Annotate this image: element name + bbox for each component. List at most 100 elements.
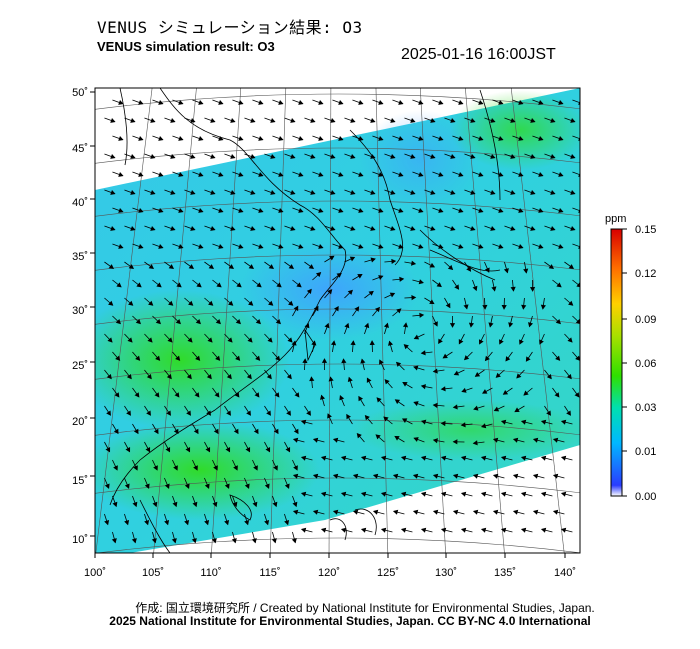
wind-vector-head	[300, 455, 307, 461]
wind-vector-head	[138, 207, 144, 213]
graticule-latitude	[95, 254, 580, 271]
wind-vector-head	[226, 373, 232, 380]
plot-frame	[94, 87, 581, 554]
wind-vector-head	[474, 371, 481, 377]
wind-vector-head	[250, 225, 256, 231]
wind-vector-head	[167, 337, 173, 343]
wind-vector-head	[296, 282, 302, 288]
wind-vector-head	[412, 473, 419, 479]
wind-vector-head	[532, 509, 539, 515]
wind-vector-head	[213, 465, 218, 471]
wind-vector-head	[452, 473, 459, 479]
wind-vector-head	[258, 171, 264, 177]
wind-vector-head	[330, 117, 336, 123]
wind-vector-head	[384, 379, 390, 385]
lat-label: 20˚	[72, 416, 88, 428]
wind-vector-head	[153, 428, 159, 435]
lon-label: 110˚	[200, 567, 221, 579]
wind-vector-head	[266, 373, 272, 380]
wind-vector-head	[318, 243, 324, 249]
colorbar-tick-label: 0.03	[635, 402, 656, 414]
wind-vector-head	[521, 304, 527, 310]
wind-vector-head	[498, 135, 504, 141]
wind-vector-head	[378, 243, 384, 249]
wind-vector-head	[510, 153, 516, 159]
wind-vector-head	[378, 207, 384, 213]
wind-vector-head	[433, 321, 438, 327]
wind-vector-head	[112, 501, 118, 508]
wind-vector-head	[210, 153, 216, 159]
wind-vector-head	[352, 509, 359, 515]
wind-vector-head	[206, 410, 211, 416]
credit-line-1: 作成: 国立環境研究所 / Created by National Instit…	[135, 601, 595, 615]
wind-vector-head	[144, 483, 150, 489]
wind-vector-head	[125, 447, 131, 453]
wind-vector-head	[105, 447, 111, 453]
wind-vector-head	[244, 483, 250, 489]
wind-vector-head	[153, 465, 158, 471]
wind-vector-head	[196, 282, 202, 288]
wind-vector-head	[178, 207, 184, 213]
wind-vector-head	[193, 428, 199, 435]
wind-vector-head	[127, 337, 133, 343]
wind-vector-head	[540, 304, 546, 310]
wind-vector-head	[410, 117, 416, 123]
wind-vector	[572, 135, 580, 140]
wind-vector-head	[368, 290, 374, 296]
wind-vector-head	[546, 373, 552, 380]
wind-vector-head	[378, 275, 384, 280]
wind-vector-head	[248, 300, 254, 306]
wind-vector-head	[218, 171, 224, 177]
wind-vector-head	[175, 355, 181, 361]
wind-vector-head	[107, 337, 113, 343]
colorbar-ramp	[610, 228, 623, 497]
wind-vector-head	[383, 322, 389, 328]
wind-vector-head	[158, 99, 164, 105]
wind-vector-head	[540, 455, 547, 461]
wind-vector-head	[358, 135, 364, 141]
wind-vector-head	[470, 189, 476, 195]
wind-vector-head	[378, 135, 384, 141]
wind-vector-head	[341, 358, 347, 364]
wind-vector-head	[230, 225, 236, 231]
wind-vector-head	[369, 340, 375, 346]
wind-vector-head	[110, 117, 116, 123]
colorbar-tick-label: 0.00	[635, 491, 656, 503]
wind-vector-head	[113, 465, 118, 471]
wind-vector	[572, 171, 580, 176]
wind-vector-head	[370, 117, 376, 123]
wind-vector-head	[560, 419, 567, 425]
wind-vector-head	[413, 437, 419, 442]
lon-label: 120˚	[318, 567, 340, 579]
wind-vector-head	[518, 99, 524, 105]
wind-vector-head	[130, 189, 136, 195]
wind-vector-head	[278, 243, 284, 249]
lon-label: 130˚	[435, 567, 457, 579]
wind-vector-head	[298, 99, 304, 105]
wind-vector-head	[115, 355, 121, 361]
wind-vector-head	[310, 153, 316, 159]
lat-label: 35˚	[72, 251, 88, 263]
wind-vector-head	[191, 538, 197, 544]
graticule-longitude	[375, 88, 389, 553]
wind-vector-head	[558, 207, 564, 213]
wind-vector-head	[468, 322, 475, 328]
wind-vector-head	[390, 153, 396, 159]
wind-vector-head	[150, 153, 156, 159]
wind-vector-head	[450, 117, 456, 123]
wind-vector-head	[255, 319, 261, 325]
wind-vector-head	[520, 491, 527, 497]
wind-vector-head	[450, 225, 456, 231]
graticule-longitude	[211, 88, 242, 553]
wind-vector-head	[110, 225, 116, 231]
wind-vector-head	[436, 282, 442, 288]
wind-vector-head	[574, 392, 580, 398]
wind-vector-head	[555, 355, 561, 361]
wind-vector-head	[400, 527, 407, 533]
wind-vector-head	[560, 455, 567, 461]
wind-vector-head	[478, 339, 484, 345]
wind-vector-head	[110, 189, 116, 195]
wind-vector-head	[233, 465, 238, 471]
wind-vector-head	[274, 392, 280, 398]
wind-vector-head	[338, 135, 344, 141]
